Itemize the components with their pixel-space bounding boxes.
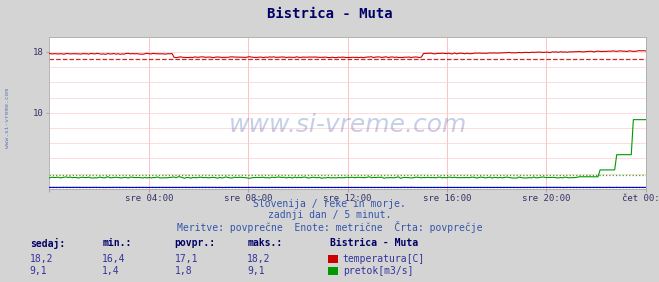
Text: www.si-vreme.com: www.si-vreme.com [5, 89, 11, 148]
Text: maks.:: maks.: [247, 238, 282, 248]
Text: 1,4: 1,4 [102, 266, 120, 276]
Text: temperatura[C]: temperatura[C] [343, 254, 425, 264]
Text: 18,2: 18,2 [30, 254, 53, 264]
Text: sedaj:: sedaj: [30, 238, 65, 249]
Text: pretok[m3/s]: pretok[m3/s] [343, 266, 413, 276]
Text: 1,8: 1,8 [175, 266, 192, 276]
Text: Bistrica - Muta: Bistrica - Muta [330, 238, 418, 248]
Text: zadnji dan / 5 minut.: zadnji dan / 5 minut. [268, 210, 391, 220]
Text: 17,1: 17,1 [175, 254, 198, 264]
Text: 18,2: 18,2 [247, 254, 271, 264]
Text: 9,1: 9,1 [30, 266, 47, 276]
Text: 16,4: 16,4 [102, 254, 126, 264]
Text: Meritve: povprečne  Enote: metrične  Črta: povprečje: Meritve: povprečne Enote: metrične Črta:… [177, 221, 482, 233]
Text: povpr.:: povpr.: [175, 238, 215, 248]
Text: www.si-vreme.com: www.si-vreme.com [229, 113, 467, 137]
Text: Slovenija / reke in morje.: Slovenija / reke in morje. [253, 199, 406, 209]
Text: 9,1: 9,1 [247, 266, 265, 276]
Text: Bistrica - Muta: Bistrica - Muta [267, 7, 392, 21]
Text: min.:: min.: [102, 238, 132, 248]
